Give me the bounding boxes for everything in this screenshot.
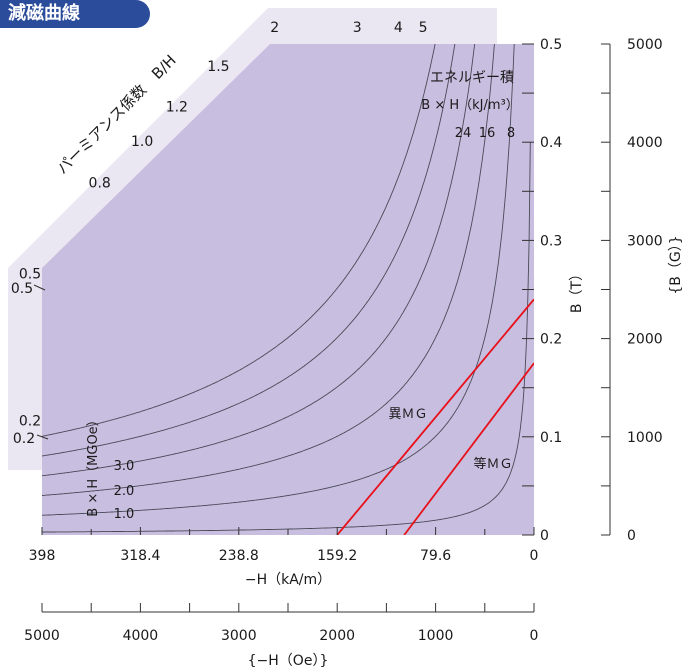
magnet-line-2 <box>403 362 534 535</box>
oe-tick-label-2: 3000 <box>221 628 257 644</box>
axes: 398 318.4 238.8 159.2 79.6 0 −H（kA/m） 5000 4000 3… <box>24 37 684 669</box>
permeance-tick-label-0: 0.2 <box>19 413 41 429</box>
gauss-axis-title: {B（G）} <box>668 235 684 294</box>
permeance-tick-label-1: 0.5 <box>19 267 41 283</box>
series-label-2: 等ＭＧ <box>473 456 512 472</box>
magnet-line-1 <box>336 298 534 535</box>
energy-curve-32 <box>42 44 457 457</box>
y-axis-title: B（T） <box>569 267 585 313</box>
permeance-tick-label-4: 1.2 <box>166 100 188 116</box>
mgoe-axis-title: B × H（MGOe） <box>86 413 101 516</box>
energy-curve-40 <box>42 44 437 437</box>
oe-tick-label-1: 4000 <box>123 628 159 644</box>
y-tick-label-4: 0.4 <box>540 135 562 151</box>
x-tick-label-0: 398 <box>29 548 56 564</box>
y-tick-label-5: 0.5 <box>540 37 562 53</box>
permeance-tick-label-6: 2 <box>270 20 279 36</box>
energy-kj-16: 16 <box>479 126 496 141</box>
x-axis-title: −H（kA/m） <box>245 572 331 588</box>
energy-kj-24: 24 <box>455 126 472 141</box>
x-tick-label-1: 318.4 <box>120 548 160 564</box>
chart-background <box>8 8 534 535</box>
magnet-lines <box>336 298 534 535</box>
left-tick-05 <box>33 284 46 291</box>
y-tick-label-2: 0.2 <box>540 332 562 348</box>
energy-curves <box>42 44 531 533</box>
permeance-tick-label-7: 3 <box>353 20 362 36</box>
mgoe-label-1: 1.0 <box>114 507 135 522</box>
oe-tick-label-0: 5000 <box>24 628 60 644</box>
left-tick-02 <box>36 434 49 440</box>
y-tick-label-3: 0.3 <box>540 233 562 249</box>
gauss-tick-label-3: 3000 <box>627 233 663 249</box>
energy-curve-24 <box>42 44 476 477</box>
permeance-tick-label-9: 5 <box>419 20 428 36</box>
y-tick-label-0: 0 <box>540 528 549 544</box>
energy-curve-16 <box>42 44 495 496</box>
gauss-tick-label-2: 2000 <box>627 332 663 348</box>
plot-area <box>42 44 534 535</box>
energy-title: エネルギー積 <box>430 70 514 86</box>
chart-title-badge: 減磁曲線 <box>0 0 150 28</box>
left-label-05: 0.5 <box>11 281 33 297</box>
mgoe-label-2: 2.0 <box>114 484 135 499</box>
energy-unit: B × H（kJ/m³） <box>421 98 518 113</box>
permeance-tick-label-5: 1.5 <box>207 59 229 75</box>
left-label-02: 0.2 <box>13 431 35 447</box>
y-tick-label-1: 0.1 <box>540 430 562 446</box>
oe-tick-label-5: 0 <box>530 628 539 644</box>
gauss-tick-label-0: 0 <box>627 528 636 544</box>
permeance-tick-label-8: 4 <box>394 20 403 36</box>
mgoe-label-3: 3.0 <box>114 459 135 474</box>
gauss-tick-label-5: 5000 <box>627 37 663 53</box>
oe-tick-label-4: 1000 <box>418 628 454 644</box>
x-tick-label-3: 159.2 <box>317 548 357 564</box>
x-tick-label-2: 238.8 <box>219 548 259 564</box>
energy-curve-1.2 <box>42 142 531 533</box>
oe-tick-label-3: 2000 <box>319 628 355 644</box>
gauss-tick-label-4: 4000 <box>627 135 663 151</box>
permeance-tick-label-3: 1.0 <box>131 134 153 150</box>
series-label-1: 異ＭＧ <box>388 407 427 422</box>
x-tick-label-4: 79.6 <box>420 548 451 564</box>
energy-kj-8: 8 <box>507 126 515 141</box>
energy-curve-8 <box>42 44 515 516</box>
permeance-tick-label-2: 0.8 <box>89 176 111 192</box>
x-tick-label-5: 0 <box>530 548 539 564</box>
oe-axis-title: {−H（Oe）} <box>248 653 329 669</box>
gauss-tick-label-1: 1000 <box>627 430 663 446</box>
